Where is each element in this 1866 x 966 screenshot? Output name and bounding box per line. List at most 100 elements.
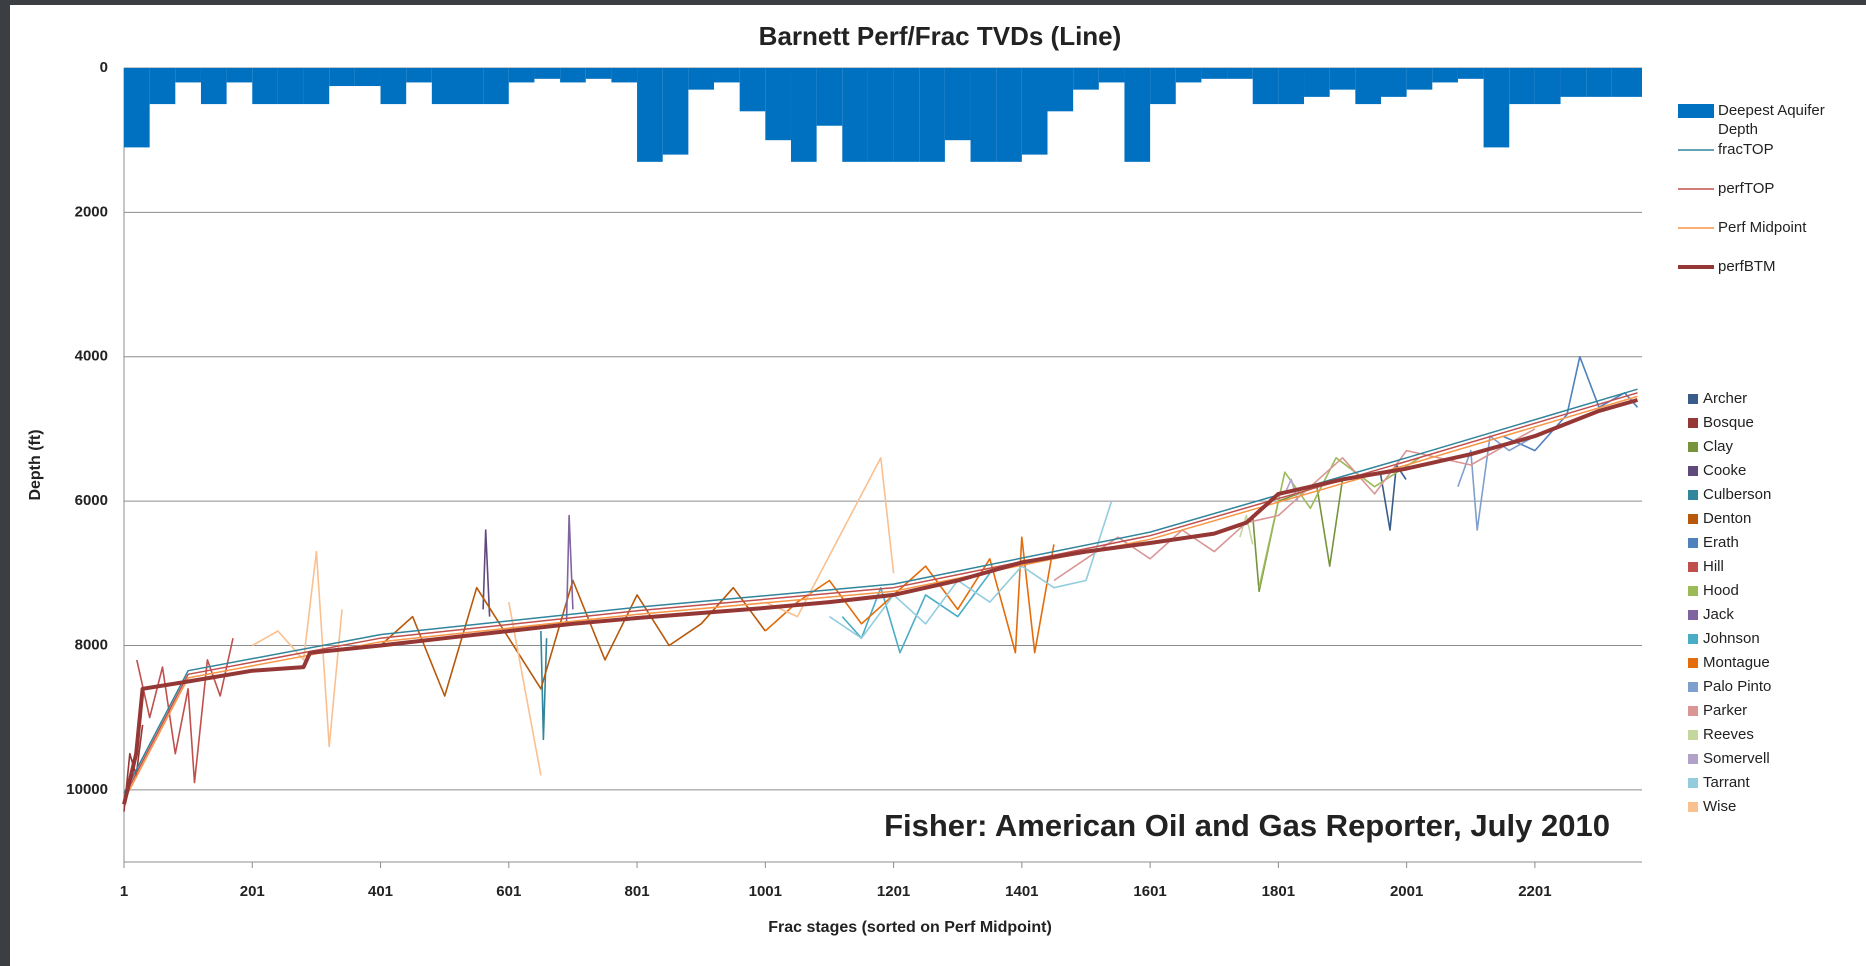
aquifer-bar <box>277 68 304 105</box>
aquifer-bar <box>431 68 458 105</box>
y-tick-label: 6000 <box>75 492 108 509</box>
aquifer-bar <box>252 68 278 105</box>
county-line <box>379 579 766 697</box>
aquifer-bar <box>944 68 971 141</box>
legend-label: Cooke <box>1703 462 1746 479</box>
legend-label: Erath <box>1703 534 1739 551</box>
aquifer-bar <box>1098 68 1125 83</box>
aquifer-bar <box>1509 68 1535 105</box>
legend-label: Deepest Aquifer Depth <box>1718 102 1825 138</box>
chart-panel <box>10 5 1866 966</box>
aquifer-bar <box>1047 68 1074 112</box>
legend-swatch <box>1688 394 1698 404</box>
chart-title: Barnett Perf/Frac TVDs (Line) <box>759 21 1122 51</box>
aquifer-bar <box>1073 68 1099 90</box>
aquifer-bar <box>842 68 868 162</box>
aquifer-bar <box>483 68 509 105</box>
county-line <box>1251 479 1344 593</box>
aquifer-bar <box>149 68 176 105</box>
aquifer-bar <box>688 68 715 90</box>
legend-swatch <box>1688 682 1698 692</box>
county-line <box>764 457 895 618</box>
aquifer-bar <box>1406 68 1433 90</box>
aquifer-bar <box>1329 68 1356 90</box>
x-tick-label: 1601 <box>1133 883 1166 900</box>
aquifer-bar <box>534 68 561 79</box>
aquifer-bar <box>1380 68 1407 97</box>
legend-label: Somervell <box>1703 750 1770 767</box>
aquifer-bar <box>1124 68 1151 162</box>
aquifer-bar <box>1201 68 1228 79</box>
aquifer-bar <box>816 68 843 126</box>
aquifer-bar <box>611 68 638 83</box>
legend-swatch <box>1688 418 1698 428</box>
x-tick-label: 1801 <box>1262 883 1295 900</box>
aquifer-bar <box>1457 68 1484 79</box>
aquifer-bar <box>1611 68 1638 97</box>
aquifer-bar <box>1432 68 1458 83</box>
aquifer-bar <box>457 68 484 105</box>
legend-swatch <box>1688 586 1698 596</box>
county-line <box>136 638 234 784</box>
aquifer-bar <box>1534 68 1561 105</box>
y-tick-label: 0 <box>100 59 108 76</box>
aquifer-bar <box>508 68 535 83</box>
x-tick-label: 2001 <box>1390 883 1423 900</box>
aquifer-bar <box>919 68 945 162</box>
aquifer-bar <box>1304 68 1330 97</box>
legend-label: Palo Pinto <box>1703 678 1771 695</box>
aquifer-bar <box>790 68 817 162</box>
legend-label: Archer <box>1703 390 1747 407</box>
aquifer-bar <box>354 68 381 87</box>
legend-label: Clay <box>1703 438 1734 455</box>
aquifer-bar <box>1355 68 1381 105</box>
aquifer-bar <box>996 68 1022 162</box>
legend-swatch <box>1688 466 1698 476</box>
x-axis-label: Frac stages (sorted on Perf Midpoint) <box>768 919 1052 936</box>
aquifer-bar <box>714 68 740 83</box>
legend-swatch <box>1688 706 1698 716</box>
legend-swatch <box>1688 754 1698 764</box>
aquifer-bar <box>739 68 766 112</box>
aquifer-bar <box>867 68 894 162</box>
aquifer-bar <box>1021 68 1048 155</box>
aquifer-bar <box>380 68 407 105</box>
county-line <box>1053 428 1536 582</box>
legend-label: perfBTM <box>1718 258 1776 275</box>
legend-swatch <box>1688 490 1698 500</box>
legend-swatch <box>1688 778 1698 788</box>
legend-swatch <box>1688 514 1698 524</box>
y-axis-label: Depth (ft) <box>27 429 44 500</box>
legend-label: Wise <box>1703 798 1736 815</box>
x-tick-label: 801 <box>625 883 650 900</box>
aquifer-bar <box>124 68 150 148</box>
x-tick-label: 1401 <box>1005 883 1038 900</box>
x-tick-label: 401 <box>368 883 393 900</box>
x-tick-label: 1 <box>120 883 128 900</box>
aquifer-bar <box>585 68 612 79</box>
legend-swatch <box>1688 610 1698 620</box>
aquifer-bar <box>970 68 997 162</box>
county-line <box>1379 464 1407 531</box>
aquifer-bar <box>1227 68 1253 79</box>
legend-label: Johnson <box>1703 630 1760 647</box>
county-line <box>764 536 1055 654</box>
legend-label-line: Depth <box>1718 121 1758 138</box>
aquifer-bar <box>1586 68 1612 97</box>
legend-label: Denton <box>1703 510 1751 527</box>
aquifer-bar <box>175 68 201 83</box>
x-tick-label: 201 <box>240 883 265 900</box>
county-line <box>1239 514 1254 545</box>
aquifer-bar <box>765 68 791 141</box>
aquifer-bar <box>329 68 355 87</box>
y-tick-label: 4000 <box>75 348 108 365</box>
legend-swatch <box>1688 562 1698 572</box>
legend-label: Culberson <box>1703 486 1771 503</box>
county-line <box>251 550 343 748</box>
county-line <box>828 500 1113 639</box>
legend-label: Bosque <box>1703 414 1754 431</box>
legend-label-line: Deepest Aquifer <box>1718 102 1825 119</box>
x-tick-label: 601 <box>496 883 521 900</box>
county-line <box>482 529 491 617</box>
